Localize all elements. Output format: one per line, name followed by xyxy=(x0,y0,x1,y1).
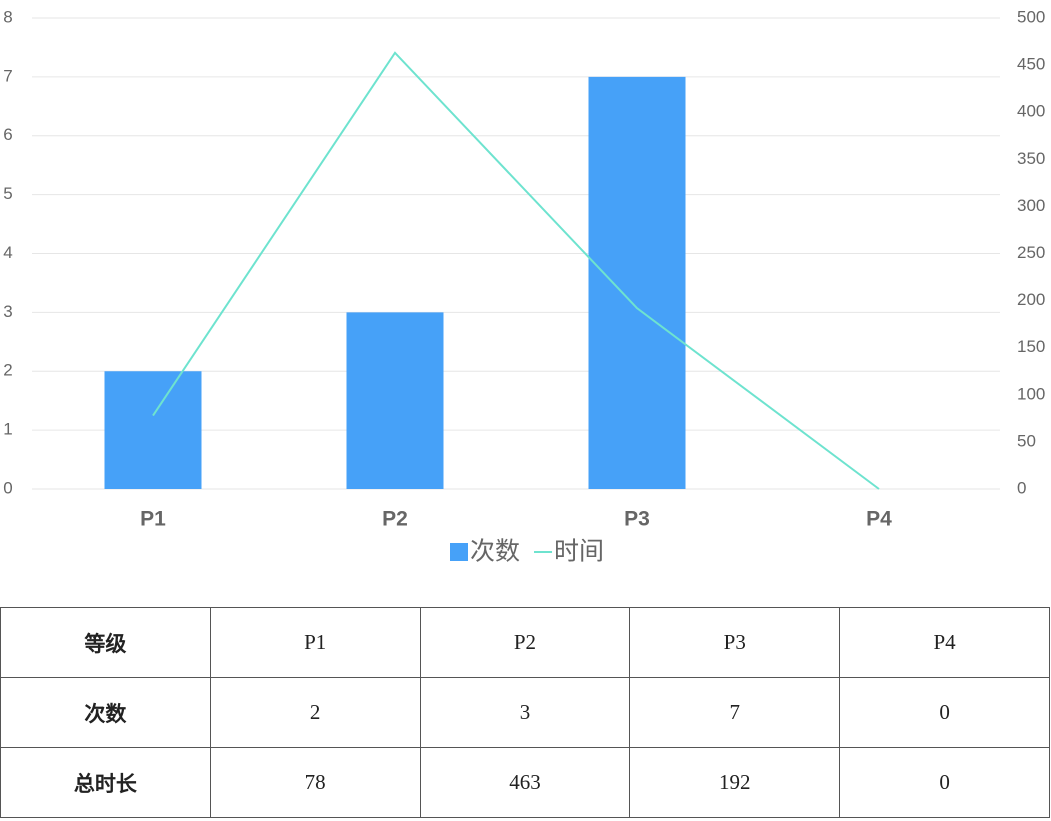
y2-tick-label: 400 xyxy=(1017,102,1045,121)
x-tick-label: P2 xyxy=(382,508,408,531)
x-tick-label: P4 xyxy=(866,508,892,531)
table-cell: 2 xyxy=(209,677,421,748)
legend-swatch xyxy=(450,543,468,561)
table-cell: P4 xyxy=(839,607,1050,678)
row-header: 总时长 xyxy=(0,747,211,818)
y2-tick-label: 100 xyxy=(1017,384,1045,403)
data-table: 等级 P1 P2 P3 P4 次数 2 3 7 0 总时长 78 463 192 0 xyxy=(0,607,1050,818)
y-tick-label: 0 xyxy=(3,478,12,497)
bar xyxy=(346,312,444,489)
y-tick-label: 6 xyxy=(3,125,12,144)
table-row: 等级 P1 P2 P3 P4 xyxy=(0,607,1050,678)
bar xyxy=(588,76,686,489)
x-tick-label: P3 xyxy=(624,508,650,531)
y-tick-label: 3 xyxy=(3,302,12,321)
table-cell: 192 xyxy=(629,747,841,818)
line xyxy=(152,51,880,490)
bar xyxy=(104,371,202,489)
y2-tick-label: 350 xyxy=(1017,149,1045,168)
y-tick-label: 8 xyxy=(3,7,12,26)
y-tick-label: 7 xyxy=(3,66,12,85)
y2-tick-label: 250 xyxy=(1017,243,1045,262)
y-tick-label: 2 xyxy=(3,361,12,380)
y2-tick-label: 200 xyxy=(1017,290,1045,309)
y-tick-label: 5 xyxy=(3,184,12,203)
y2-tick-label: 450 xyxy=(1017,55,1045,74)
table-row: 总时长 78 463 192 0 xyxy=(0,747,1050,818)
table-cell: 0 xyxy=(839,747,1050,818)
table-cell: 3 xyxy=(419,677,631,748)
table-cell: 7 xyxy=(629,677,841,748)
table-cell: 463 xyxy=(419,747,631,818)
x-tick-label: P1 xyxy=(140,508,166,531)
table-cell: 78 xyxy=(209,747,421,818)
y-tick-label: 1 xyxy=(3,420,12,439)
table-cell: P2 xyxy=(419,607,631,678)
table-cell: P1 xyxy=(209,607,421,678)
legend-label: 时间 xyxy=(554,538,604,566)
legend-label: 次数 xyxy=(470,538,520,566)
y2-tick-label: 150 xyxy=(1017,337,1045,356)
table-row: 次数 2 3 7 0 xyxy=(0,677,1050,748)
y2-tick-label: 500 xyxy=(1017,7,1045,26)
y2-tick-label: 0 xyxy=(1017,478,1026,497)
table-body: 等级 P1 P2 P3 P4 次数 2 3 7 0 总时长 78 463 192 0 xyxy=(0,607,1050,818)
y2-tick-label: 300 xyxy=(1017,196,1045,215)
chart: 0 1 2 3 4 5 6 7 8 0 50 100 150 200 250 300 350 400 450 500 P… xyxy=(3,7,1045,566)
row-header: 次数 xyxy=(0,677,211,748)
table-cell: P3 xyxy=(629,607,841,678)
row-header: 等级 xyxy=(0,607,211,678)
y-tick-label: 4 xyxy=(3,243,12,262)
y2-tick-label: 50 xyxy=(1017,431,1036,450)
table-cell: 0 xyxy=(839,677,1050,748)
